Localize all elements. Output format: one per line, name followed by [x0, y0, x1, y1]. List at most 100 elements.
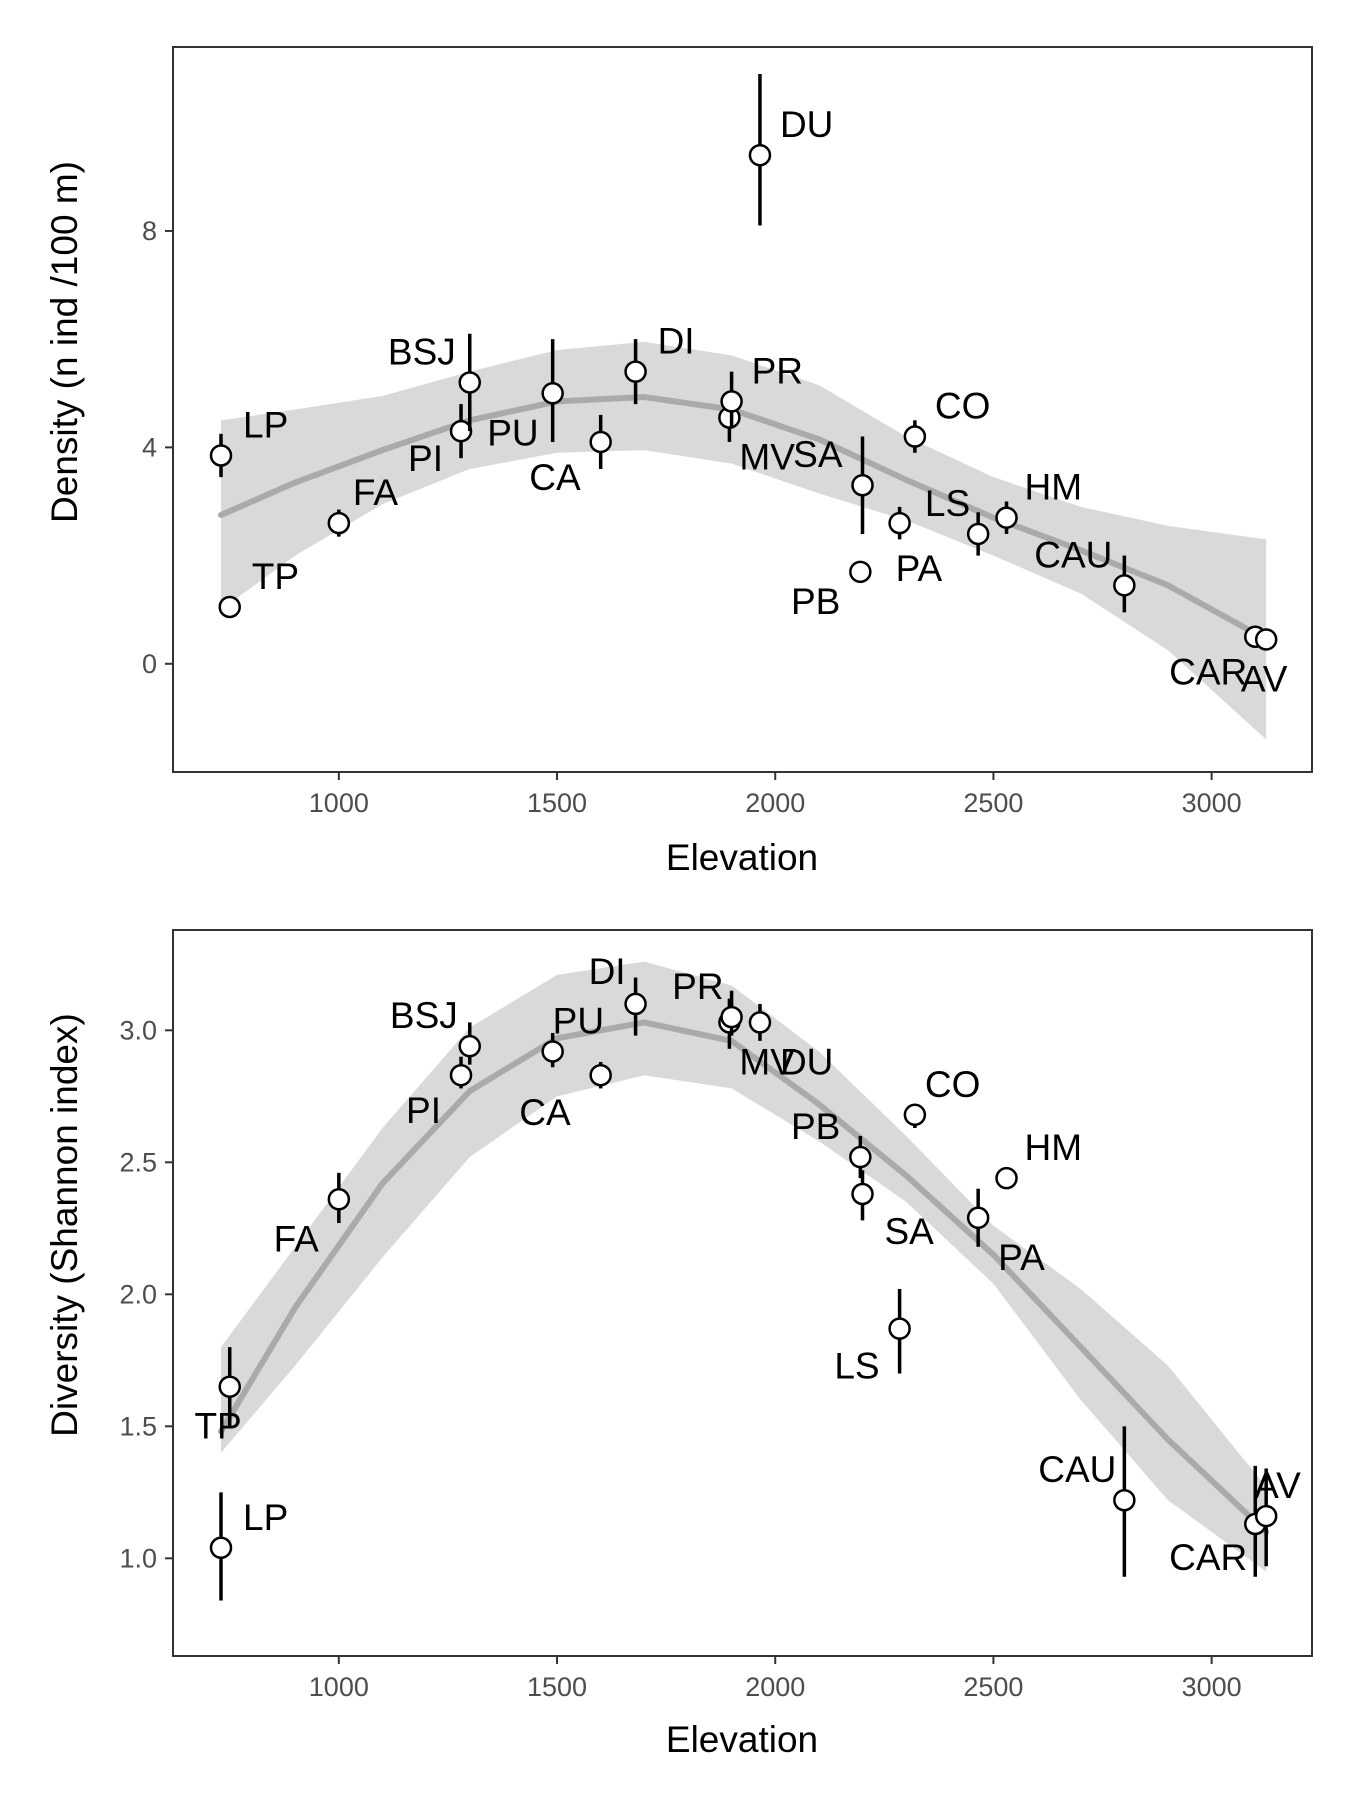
data-point-pr: [720, 390, 743, 413]
data-point-pa: [966, 1206, 990, 1230]
data-point-bsj: [458, 371, 482, 394]
data-point-cau: [1113, 1488, 1136, 1512]
data-point-pb: [849, 1145, 872, 1169]
data-point-av: [1254, 1504, 1278, 1528]
y-axis-title: Density (n ind /100 m): [44, 161, 85, 523]
point-label-pu: PU: [553, 1000, 604, 1041]
point-label-du: DU: [780, 104, 833, 145]
data-point-ca: [589, 1063, 612, 1087]
confidence-band: [221, 341, 1267, 740]
data-point-du: [748, 1011, 772, 1034]
point-label-mv: MV: [739, 437, 795, 478]
confidence-band: [221, 961, 1267, 1572]
point-labels-layer: LP TP FA PI BSJ PU CA DI MV PR DU PB SA LS CO PA HM CAU CA…: [194, 951, 1301, 1578]
data-point-du: [748, 143, 772, 167]
point-label-pb: PB: [791, 1106, 840, 1147]
confidence-band-layer: [221, 961, 1267, 1572]
data-point-pu: [541, 1040, 564, 1063]
point-label-pa: PA: [998, 1237, 1045, 1278]
smooth-line-layer: [218, 1019, 1270, 1535]
point-label-du: DU: [780, 1041, 833, 1082]
data-point-av: [1254, 628, 1278, 651]
data-point-cau: [1113, 574, 1136, 597]
point-label-bsj: BSJ: [388, 331, 456, 372]
point-label-cau: CAU: [1034, 534, 1112, 575]
point-label-co: CO: [925, 1064, 981, 1105]
point-label-av: AV: [1254, 1465, 1301, 1506]
point-label-co: CO: [935, 386, 991, 427]
x-tick-label: 2500: [963, 788, 1023, 818]
point-label-tp: TP: [194, 1406, 241, 1447]
data-point-tp: [218, 1375, 241, 1398]
point-label-bsj: BSJ: [390, 995, 458, 1036]
point-label-sa: SA: [885, 1211, 935, 1252]
point-label-pa: PA: [896, 548, 943, 589]
data-point-sa: [851, 1182, 874, 1206]
data-point-ca: [589, 430, 612, 454]
x-tick-label: 1000: [309, 788, 369, 818]
point-label-sa: SA: [793, 434, 843, 475]
data-point-pi: [449, 1063, 473, 1087]
x-tick-label: 3000: [1182, 788, 1242, 818]
point-label-di: DI: [658, 321, 695, 362]
point-label-pu: PU: [487, 412, 538, 453]
y-tick-label: 1.0: [119, 1543, 157, 1573]
y-tick-label: 1.5: [119, 1411, 157, 1441]
point-label-ls: LS: [925, 483, 970, 524]
point-label-ca: CA: [519, 1092, 571, 1133]
data-point-pr: [720, 1005, 743, 1029]
data-marks-layer: [209, 977, 1278, 1601]
point-label-av: AV: [1241, 658, 1288, 699]
diversity-panel: LP TP FA PI BSJ PU CA DI MV PR DU PB SA LS CO PA HM CAU CA…: [44, 929, 1313, 1760]
x-axis-title: Elevation: [666, 1719, 818, 1760]
x-tick-label: 1500: [527, 1672, 587, 1702]
point-label-pb: PB: [791, 581, 840, 622]
data-point-co: [903, 425, 927, 448]
data-point-sa: [851, 473, 874, 497]
data-point-fa: [327, 1188, 351, 1211]
y-tick-label: 4: [142, 432, 157, 462]
data-point-lp: [209, 444, 233, 467]
point-label-tp: TP: [252, 556, 299, 597]
data-point-bsj: [458, 1034, 482, 1058]
y-tick-label: 8: [142, 216, 157, 246]
data-point-ls: [888, 1317, 911, 1340]
point-label-di: DI: [589, 951, 626, 992]
point-label-pi: PI: [406, 1090, 441, 1131]
confidence-band-layer: [221, 341, 1267, 740]
data-point-lp: [209, 1536, 233, 1560]
data-point-pu: [541, 382, 564, 405]
x-tick-label: 2500: [963, 1672, 1023, 1702]
point-label-car: CAR: [1169, 1537, 1247, 1578]
data-point-pb: [849, 560, 872, 584]
point-label-pr: PR: [752, 350, 803, 391]
data-point-fa: [327, 511, 351, 535]
data-point-hm: [995, 506, 1018, 529]
point-label-pr: PR: [672, 966, 723, 1007]
data-point-pa: [888, 511, 911, 535]
data-point-di: [624, 992, 647, 1016]
data-marks-layer: [209, 74, 1278, 651]
point-label-mv: MV: [739, 1041, 795, 1082]
data-point-hm: [995, 1166, 1018, 1190]
point-label-lp: LP: [243, 404, 288, 445]
x-tick-label: 3000: [1182, 1672, 1242, 1702]
point-label-lp: LP: [243, 1497, 288, 1538]
point-label-car: CAR: [1169, 652, 1247, 693]
x-tick-label: 1500: [527, 788, 587, 818]
data-point-tp: [218, 595, 241, 619]
x-tick-label: 2000: [745, 788, 805, 818]
y-tick-label: 0: [142, 649, 157, 679]
x-tick-label: 2000: [745, 1672, 805, 1702]
y-axis-title: Diversity (Shannon index): [44, 1013, 85, 1437]
point-label-pi: PI: [408, 438, 443, 479]
point-label-ca: CA: [529, 457, 581, 498]
x-tick-label: 1000: [309, 1672, 369, 1702]
plot-border: [172, 46, 1313, 773]
x-axis-title: Elevation: [666, 837, 818, 878]
y-tick-label: 2.5: [119, 1147, 157, 1177]
point-label-hm: HM: [1025, 467, 1083, 508]
